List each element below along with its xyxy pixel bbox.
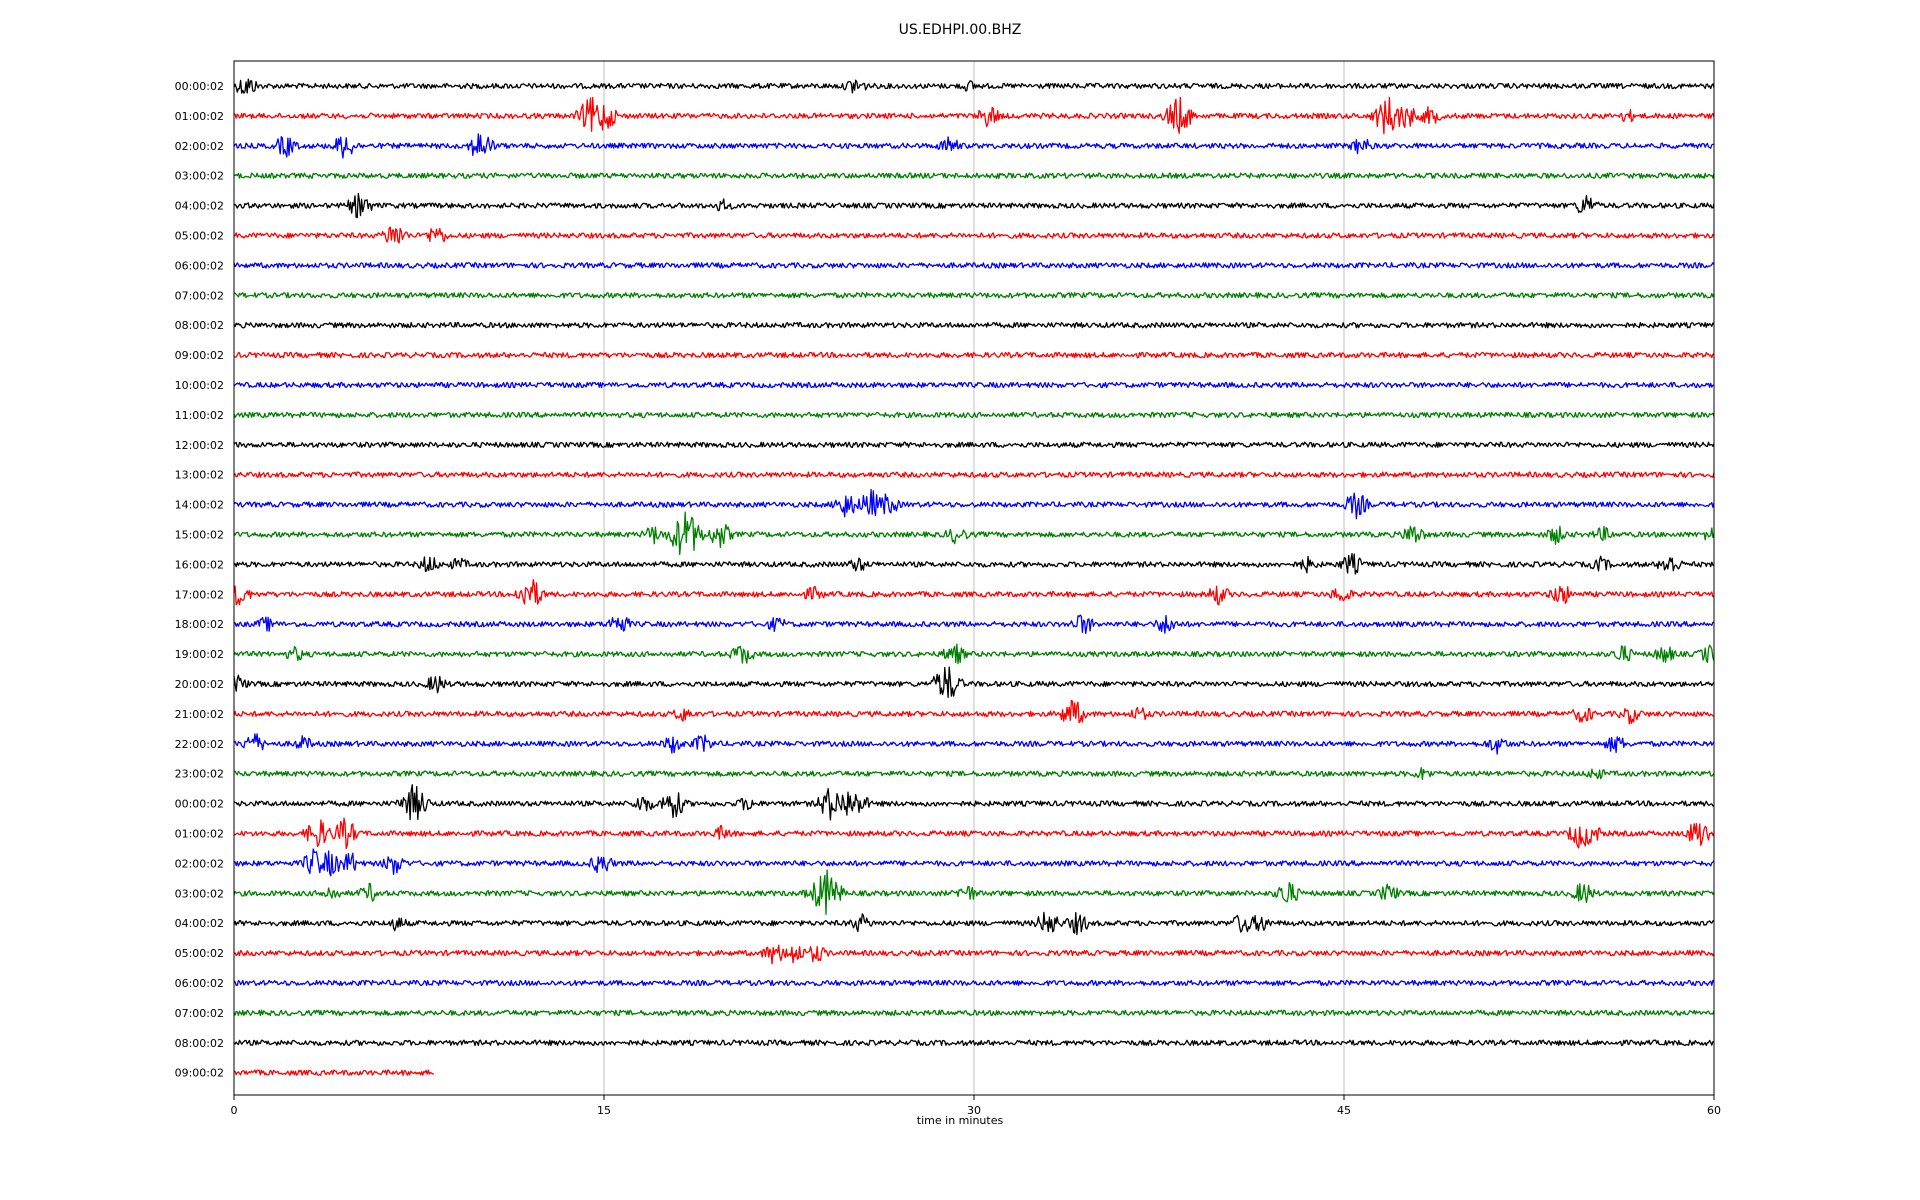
trace-line [233, 848, 1715, 877]
trace-line [233, 979, 1715, 987]
row-time-label: 14:00:02 [175, 499, 224, 512]
trace-line [233, 614, 1715, 635]
trace-line [233, 381, 1715, 389]
row-time-label: 01:00:02 [175, 110, 224, 123]
trace-line [233, 578, 1715, 606]
row-time-label: 00:00:02 [175, 798, 224, 811]
trace-line [233, 471, 1715, 478]
chart-title: US.EDHPI.00.BHZ [898, 22, 1022, 38]
trace-line [233, 552, 1715, 575]
row-time-label: 05:00:02 [175, 230, 224, 243]
row-time-label: 00:00:02 [175, 80, 224, 93]
row-time-label: 15:00:02 [175, 529, 224, 542]
row-time-label: 02:00:02 [175, 140, 224, 153]
trace-line [233, 766, 1715, 781]
row-time-label: 04:00:02 [175, 917, 224, 930]
row-time-label: 07:00:02 [175, 289, 224, 302]
trace-line [233, 1009, 1715, 1017]
row-time-label: 01:00:02 [175, 828, 224, 841]
trace-line [233, 351, 1715, 359]
row-time-label: 21:00:02 [175, 708, 224, 721]
row-time-label: 07:00:02 [175, 1007, 224, 1020]
row-time-label: 12:00:02 [175, 439, 224, 452]
row-time-label: 13:00:02 [175, 469, 224, 482]
x-tick-label: 0 [231, 1104, 238, 1117]
x-tick-label: 15 [597, 1104, 611, 1117]
x-tick-label: 60 [1707, 1104, 1721, 1117]
trace-line [233, 96, 1715, 135]
trace-line [233, 262, 1715, 269]
trace-line [233, 869, 1715, 916]
trace-line [233, 1069, 434, 1076]
trace-line [233, 321, 1715, 329]
seismic-traces [233, 78, 1715, 1076]
trace-line [233, 733, 1715, 755]
trace-line [233, 666, 1715, 698]
row-time-label: 06:00:02 [175, 977, 224, 990]
row-time-label: 22:00:02 [175, 738, 224, 751]
row-time-label: 09:00:02 [175, 349, 224, 362]
row-time-label: 03:00:02 [175, 887, 224, 900]
trace-line [233, 172, 1715, 179]
trace-line [233, 133, 1715, 159]
trace-line [233, 1039, 1715, 1047]
trace-line [233, 643, 1715, 665]
row-time-label: 17:00:02 [175, 588, 224, 601]
vertical-gridlines [603, 61, 1345, 1095]
trace-line [233, 784, 1715, 821]
trace-line [233, 911, 1715, 936]
row-time-label: 03:00:02 [175, 170, 224, 183]
trace-line [233, 226, 1715, 244]
x-tick-label: 45 [1337, 1104, 1351, 1117]
row-time-label: 09:00:02 [175, 1067, 224, 1080]
row-time-label: 10:00:02 [175, 379, 224, 392]
row-time-label: 04:00:02 [175, 200, 224, 213]
trace-line [233, 511, 1715, 555]
row-time-label: 20:00:02 [175, 678, 224, 691]
trace-line [233, 292, 1715, 299]
row-time-label: 18:00:02 [175, 618, 224, 631]
row-time-label: 08:00:02 [175, 1037, 224, 1050]
x-axis-label: time in minutes [916, 1114, 1004, 1127]
trace-line [233, 192, 1715, 219]
row-time-label: 19:00:02 [175, 648, 224, 661]
row-time-label: 02:00:02 [175, 857, 224, 870]
trace-line [233, 488, 1715, 520]
row-time-label: 23:00:02 [175, 768, 224, 781]
row-time-label: 16:00:02 [175, 558, 224, 571]
row-time-label: 06:00:02 [175, 259, 224, 272]
row-time-label: 05:00:02 [175, 947, 224, 960]
x-tick-label: 30 [967, 1104, 981, 1117]
trace-line [233, 78, 1715, 94]
trace-line [233, 441, 1715, 449]
x-axis-ticks: 0 15 30 45 60 [231, 1095, 1721, 1117]
trace-line [233, 699, 1715, 725]
trace-line [233, 944, 1715, 965]
trace-line [233, 411, 1715, 419]
row-time-label: 11:00:02 [175, 409, 224, 422]
trace-line [233, 817, 1715, 850]
row-time-label: 08:00:02 [175, 319, 224, 332]
row-time-labels: 00:00:02 01:00:02 02:00:02 03:00:02 04:00:02… [175, 80, 224, 1080]
